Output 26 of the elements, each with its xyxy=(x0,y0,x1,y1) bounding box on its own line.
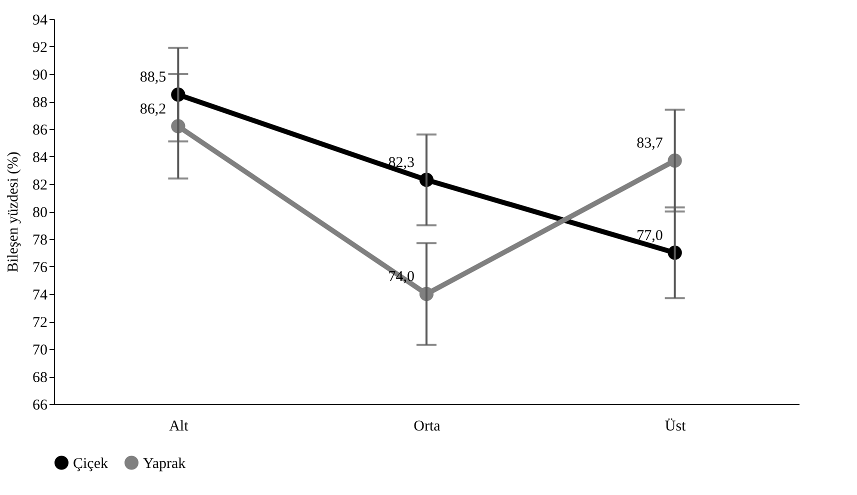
y-tick-label: 80 xyxy=(32,205,48,221)
legend-label: Çiçek xyxy=(73,456,108,472)
y-tick-label: 72 xyxy=(32,315,48,331)
y-tick-label: 90 xyxy=(32,68,48,84)
y-tick-label: 86 xyxy=(32,122,48,138)
y-tick-label: 70 xyxy=(32,342,48,358)
y-axis-title: Bileşen yüzdesi (%) xyxy=(6,152,22,272)
y-tick-label: 74 xyxy=(32,288,48,304)
data-label: 74,0 xyxy=(388,269,414,285)
y-tick-label: 94 xyxy=(32,12,48,28)
x-tick-label: Alt xyxy=(169,418,190,434)
x-tick-label: Orta xyxy=(414,418,441,434)
y-tick-label: 78 xyxy=(32,232,48,248)
x-tick-label: Üst xyxy=(664,418,687,434)
data-label: 83,7 xyxy=(636,136,664,152)
y-tick-label: 68 xyxy=(32,370,48,386)
data-label: 86,2 xyxy=(140,101,166,118)
data-label: 77,0 xyxy=(636,228,663,244)
y-tick-label: 84 xyxy=(32,150,48,166)
y-tick-label: 92 xyxy=(32,40,48,56)
data-label: 88,5 xyxy=(140,70,166,86)
y-tick-label: 88 xyxy=(32,95,48,111)
y-tick-label: 66 xyxy=(32,398,48,414)
y-tick-label: 76 xyxy=(32,260,48,276)
y-tick-label: 82 xyxy=(32,178,48,194)
legend-label: Yaprak xyxy=(143,456,186,472)
